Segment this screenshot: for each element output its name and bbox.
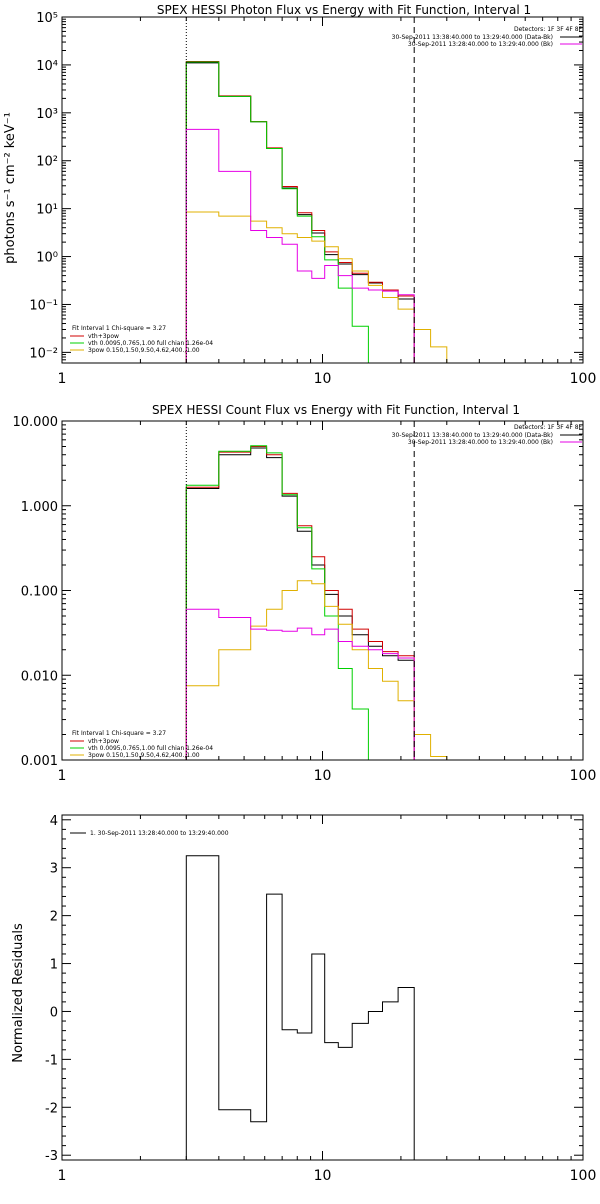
- count-flux-title: SPEX HESSI Count Flux vs Energy with Fit…: [152, 403, 520, 417]
- photon-flux-y-tick-label: 10⁻²: [29, 346, 58, 361]
- residuals-y-tick-label: 4: [50, 814, 58, 829]
- residuals-panel: Normalized Residuals 1. 30-Sep-2011 13:2…: [11, 814, 596, 1184]
- photon-flux-series-3: [185, 211, 448, 363]
- photon-flux-detectors-text: Detectors: 1F 3F 4F 8F: [514, 26, 583, 33]
- count-flux-fit-legend-title: Fit Interval 1 Chi-square = 3.27: [72, 730, 166, 737]
- photon-flux-series-4: [185, 128, 415, 363]
- count-flux-y-tick-label: 0.100: [21, 585, 58, 600]
- residuals-y-axis-label: Normalized Residuals: [11, 923, 26, 1063]
- count-flux-panel: SPEX HESSI Count Flux vs Energy with Fit…: [13, 403, 597, 784]
- count-flux-series-4: [185, 608, 415, 760]
- photon-flux-fit-legend-total: vth+3pow: [88, 333, 119, 340]
- count-flux-fit-legend-total: vth+3pow: [88, 738, 119, 745]
- photon-flux-y-tick-label: 10⁵: [36, 11, 58, 26]
- count-flux-x-tick-label: 1: [58, 768, 67, 784]
- photon-flux-y-tick-label: 10⁰: [36, 251, 58, 266]
- photon-flux-interval-line-data: 30-Sep-2011 13:38:40.000 to 13:29:40.000…: [392, 34, 553, 41]
- count-flux-x-tick-label: 10: [314, 768, 332, 784]
- photon-flux-series-2: [185, 61, 383, 363]
- count-flux-y-tick-label: 0.001: [21, 754, 58, 769]
- count-flux-x-tick-label: 100: [570, 768, 597, 784]
- photon-flux-y-tick-label: 10⁴: [36, 59, 58, 74]
- photon-flux-interval-line-bk: 30-Sep-2011 13:28:40.000 to 13:29:40.000…: [408, 41, 553, 48]
- photon-flux-fit-legend-powerlaw: 3pow 0.150,1.50,9.50,4.62,400.,1.00: [88, 347, 200, 354]
- photon-flux-fit-legend-title: Fit Interval 1 Chi-square = 3.27: [72, 325, 166, 332]
- photon-flux-x-tick-label: 100: [570, 371, 597, 387]
- count-flux-fit-legend-powerlaw: 3pow 0.150,1.50,9.50,4.62,400.,1.00: [88, 752, 200, 759]
- count-flux-detectors-text: Detectors: 1F 3F 4F 8F: [514, 424, 583, 431]
- photon-flux-panel: SPEX HESSI Photon Flux vs Energy with Fi…: [3, 3, 596, 387]
- count-flux-series-2: [185, 445, 383, 760]
- residuals-x-tick-label: 10: [314, 1168, 332, 1184]
- count-flux-series-3: [185, 580, 448, 760]
- photon-flux-fit-legend-thermal: vth 0.0095,0.765,1.00 full chian 1.26e-0…: [88, 340, 213, 347]
- residuals-y-tick-label: -1: [45, 1053, 58, 1068]
- residuals-y-tick-label: 2: [50, 910, 58, 925]
- photon-flux-y-axis-label: photons s⁻¹ cm⁻² keV⁻¹: [3, 112, 18, 264]
- photon-flux-x-tick-label: 1: [58, 371, 67, 387]
- photon-flux-title: SPEX HESSI Photon Flux vs Energy with Fi…: [157, 3, 531, 17]
- photon-flux-y-tick-label: 10²: [36, 155, 58, 170]
- residuals-y-tick-label: 0: [50, 1005, 58, 1020]
- count-flux-interval-line-data: 30-Sep-2011 13:38:40.000 to 13:29:40.000…: [392, 432, 553, 439]
- residuals-x-tick-label: 1: [58, 1168, 67, 1184]
- photon-flux-y-tick-label: 10³: [36, 107, 58, 122]
- count-flux-y-tick-label: 0.010: [21, 669, 58, 684]
- residuals-y-tick-label: -3: [45, 1149, 58, 1164]
- count-flux-interval-line-bk: 30-Sep-2011 13:28:40.000 to 13:29:40.000…: [408, 439, 553, 446]
- photon-flux-y-tick-label: 10⁻¹: [29, 298, 58, 313]
- residuals-x-tick-label: 100: [570, 1168, 597, 1184]
- count-flux-y-tick-label: 10.000: [13, 415, 59, 430]
- photon-flux-x-tick-label: 10: [314, 371, 332, 387]
- residuals-legend-text: 1. 30-Sep-2011 13:28:40.000 to 13:29:40.…: [90, 830, 229, 837]
- residuals-y-tick-label: 1: [50, 958, 58, 973]
- residuals-y-tick-label: -2: [45, 1101, 58, 1116]
- residuals-y-tick-label: 3: [50, 862, 58, 877]
- count-flux-fit-legend-thermal: vth 0.0095,0.765,1.00 full chian 1.26e-0…: [88, 745, 213, 752]
- photon-flux-y-tick-label: 10¹: [36, 203, 58, 218]
- residuals-series-0: [185, 855, 415, 1160]
- count-flux-y-tick-label: 1.000: [21, 500, 58, 515]
